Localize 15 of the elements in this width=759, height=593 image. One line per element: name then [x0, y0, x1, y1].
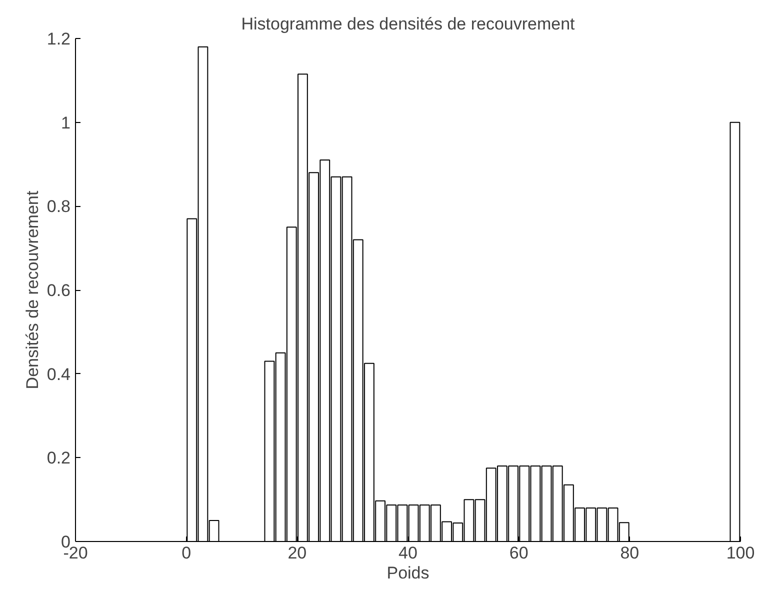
x-tick-label: 0: [182, 544, 192, 562]
y-axis-title: Densités de recouvrement: [22, 190, 42, 390]
x-tick-label: 20: [288, 544, 307, 562]
y-tick-label: 0.4: [46, 364, 71, 384]
x-tick-label: 60: [509, 544, 528, 562]
y-tick-label: 0.8: [46, 197, 71, 216]
x-tick-label: 40: [398, 544, 418, 562]
y-tick-label: 1: [61, 113, 71, 132]
y-tick-label: 0.6: [46, 281, 71, 300]
y-tick-label: 0.2: [46, 448, 71, 468]
x-axis-title: Poids: [386, 564, 430, 582]
x-tick-label: 100: [726, 544, 755, 562]
chart-title: Histogramme des densités de recouvrement: [241, 14, 576, 34]
y-tick-label: 1.2: [46, 30, 71, 48]
x-tick-label: 80: [620, 544, 640, 562]
